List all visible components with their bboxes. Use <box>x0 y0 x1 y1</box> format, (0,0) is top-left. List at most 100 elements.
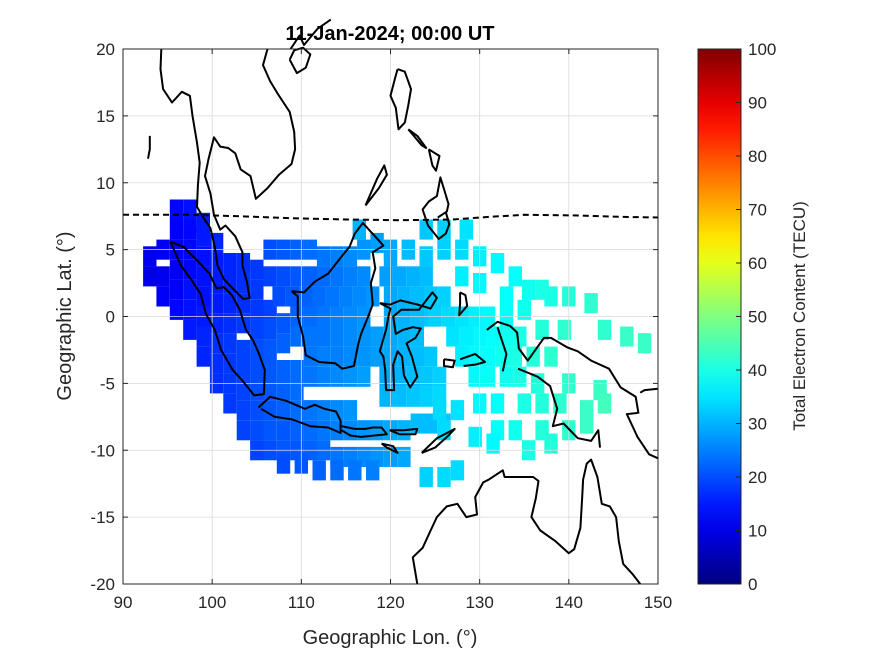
colorbar-tick-label: 90 <box>748 94 767 113</box>
tec-cell <box>397 286 411 307</box>
tec-cell <box>325 286 340 307</box>
tec-cell <box>499 326 514 347</box>
tec-cell <box>535 393 549 414</box>
y-tick-label: 15 <box>96 107 115 126</box>
tec-cell <box>276 420 291 441</box>
coastline <box>421 427 456 454</box>
tec-cell <box>508 420 522 441</box>
y-tick-label: 20 <box>96 40 115 59</box>
tec-cell <box>597 393 612 414</box>
tec-cell <box>637 333 652 354</box>
tec-cell <box>250 420 264 441</box>
tec-cell <box>143 266 157 287</box>
x-tick-label: 150 <box>644 593 672 612</box>
tec-cell <box>481 346 496 367</box>
tec-cell <box>410 286 424 307</box>
tec-cell <box>169 299 184 320</box>
tec-cell <box>397 446 411 467</box>
coastline <box>159 48 297 301</box>
tec-cell <box>508 266 522 287</box>
coastline <box>147 135 151 159</box>
tec-cell <box>597 319 612 340</box>
coastline <box>411 458 641 585</box>
tec-cell <box>455 346 469 367</box>
x-tick-label: 120 <box>376 593 404 612</box>
coastline <box>443 358 456 369</box>
y-tick-label: -20 <box>90 575 115 594</box>
tec-cell <box>490 393 505 414</box>
tec-cell <box>419 219 433 240</box>
tec-cell <box>250 360 264 381</box>
coastline <box>459 353 486 367</box>
colorbar-tick-label: 50 <box>748 308 767 327</box>
y-axis-label: Geographic Lat. (°) <box>54 231 76 400</box>
tec-cell <box>223 293 237 314</box>
colorbar-tick-label: 80 <box>748 147 767 166</box>
y-tick-label: -10 <box>90 441 115 460</box>
tec-cell <box>348 460 362 481</box>
y-tick-label: 10 <box>96 174 115 193</box>
tec-cell <box>236 360 251 381</box>
coastline <box>407 128 428 149</box>
tec-cell <box>379 266 393 287</box>
y-tick-label: -15 <box>90 508 115 527</box>
dashed-boundary-line <box>123 213 659 222</box>
tec-cell <box>419 246 433 267</box>
tec-cell <box>343 366 358 387</box>
coastlines-layer <box>147 18 659 585</box>
tec-cell <box>209 353 224 374</box>
colorbar-ticks: 0 10 20 30 40 50 60 70 80 90 100 <box>736 40 776 594</box>
tec-cell <box>423 346 438 367</box>
colorbar-tick-label: 30 <box>748 415 767 434</box>
coastline <box>169 240 266 397</box>
tec-cell <box>169 279 184 300</box>
tec-cell <box>419 366 433 387</box>
tec-cell <box>290 380 304 401</box>
coastline <box>486 320 659 460</box>
tec-cell <box>544 286 558 307</box>
x-axis-ticks: 90 100 110 120 130 140 150 <box>114 49 672 612</box>
tec-cell <box>584 293 598 314</box>
tec-cell <box>223 253 237 274</box>
tec-cell <box>196 346 210 367</box>
tec-cell <box>392 386 407 407</box>
tec-cell <box>526 346 540 367</box>
tec-cell <box>196 246 210 267</box>
coastline <box>389 68 412 131</box>
tec-cell <box>490 253 505 274</box>
tec-cell <box>481 366 496 387</box>
tec-cell <box>223 393 237 414</box>
tec-cell <box>303 326 317 347</box>
tec-cell <box>250 319 264 340</box>
tec-cell <box>370 326 384 347</box>
tec-cell <box>303 266 317 287</box>
x-tick-label: 140 <box>555 593 583 612</box>
tec-cell <box>343 266 358 287</box>
tec-cell <box>209 293 224 314</box>
tec-cell <box>290 400 304 421</box>
colorbar-label: Total Electron Content (TECU) <box>790 201 809 431</box>
coastline <box>458 291 469 317</box>
tec-cell <box>290 360 304 381</box>
tec-cell <box>169 199 184 220</box>
tec-cell <box>330 366 344 387</box>
tec-cell <box>432 400 447 421</box>
coastline <box>364 164 388 207</box>
tec-cell <box>303 420 317 441</box>
tec-cell <box>370 420 384 441</box>
x-tick-label: 130 <box>465 593 493 612</box>
tec-cell <box>406 386 420 407</box>
tec-cell <box>330 460 344 481</box>
tec-cell <box>276 380 291 401</box>
chart-title: 11-Jan-2024; 00:00 UT <box>285 23 494 45</box>
tec-cell <box>397 346 411 367</box>
tec-cell <box>330 246 344 267</box>
tec-cell <box>263 360 277 381</box>
tec-cell <box>236 400 251 421</box>
tec-cell <box>517 299 531 320</box>
tec-cell <box>432 366 447 387</box>
y-tick-label: 0 <box>106 308 115 327</box>
y-axis-ticks: -20 -15 -10 -5 0 5 10 15 20 <box>90 40 658 594</box>
